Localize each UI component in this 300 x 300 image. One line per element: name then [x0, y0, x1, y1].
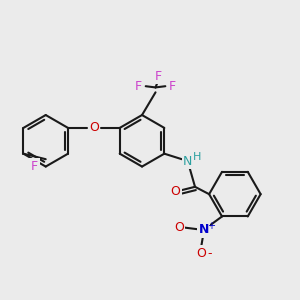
Text: N: N	[198, 224, 209, 236]
Text: F: F	[31, 160, 38, 173]
Text: +: +	[207, 221, 215, 231]
Text: F: F	[135, 80, 142, 93]
Text: O: O	[89, 122, 99, 134]
Text: O: O	[174, 221, 184, 234]
Text: F: F	[169, 80, 176, 93]
Text: H: H	[193, 152, 202, 162]
Text: O: O	[170, 185, 180, 198]
Text: N: N	[183, 154, 192, 167]
Text: F: F	[154, 70, 161, 83]
Text: F: F	[31, 160, 38, 173]
Text: -: -	[208, 247, 212, 260]
Text: O: O	[196, 247, 206, 260]
